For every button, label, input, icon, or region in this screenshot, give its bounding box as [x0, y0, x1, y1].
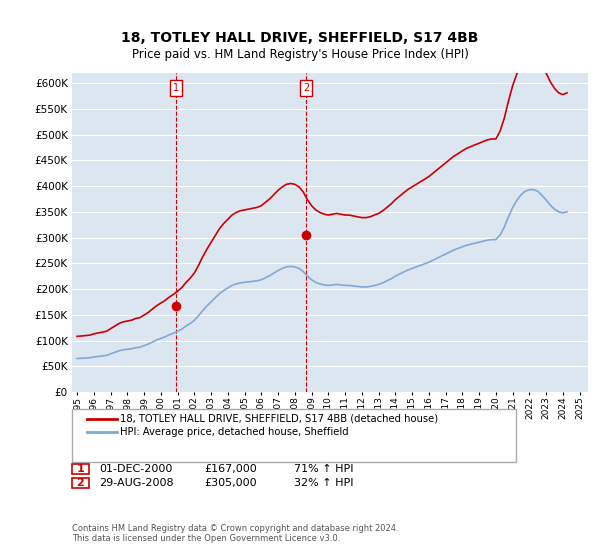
- Text: £305,000: £305,000: [204, 478, 257, 488]
- Text: 01-DEC-2000: 01-DEC-2000: [99, 464, 172, 474]
- Text: 2: 2: [303, 83, 309, 94]
- Text: 18, TOTLEY HALL DRIVE, SHEFFIELD, S17 4BB (detached house): 18, TOTLEY HALL DRIVE, SHEFFIELD, S17 4B…: [120, 414, 438, 424]
- Text: 32% ↑ HPI: 32% ↑ HPI: [294, 478, 353, 488]
- Text: Price paid vs. HM Land Registry's House Price Index (HPI): Price paid vs. HM Land Registry's House …: [131, 48, 469, 60]
- Text: 1: 1: [173, 83, 179, 94]
- Text: 2: 2: [77, 478, 84, 488]
- Text: 71% ↑ HPI: 71% ↑ HPI: [294, 464, 353, 474]
- Text: 29-AUG-2008: 29-AUG-2008: [99, 478, 173, 488]
- Text: HPI: Average price, detached house, Sheffield: HPI: Average price, detached house, Shef…: [120, 427, 349, 437]
- Text: 18, TOTLEY HALL DRIVE, SHEFFIELD, S17 4BB: 18, TOTLEY HALL DRIVE, SHEFFIELD, S17 4B…: [121, 31, 479, 45]
- Text: 1: 1: [77, 464, 84, 474]
- Text: Contains HM Land Registry data © Crown copyright and database right 2024.
This d: Contains HM Land Registry data © Crown c…: [72, 524, 398, 543]
- Text: £167,000: £167,000: [204, 464, 257, 474]
